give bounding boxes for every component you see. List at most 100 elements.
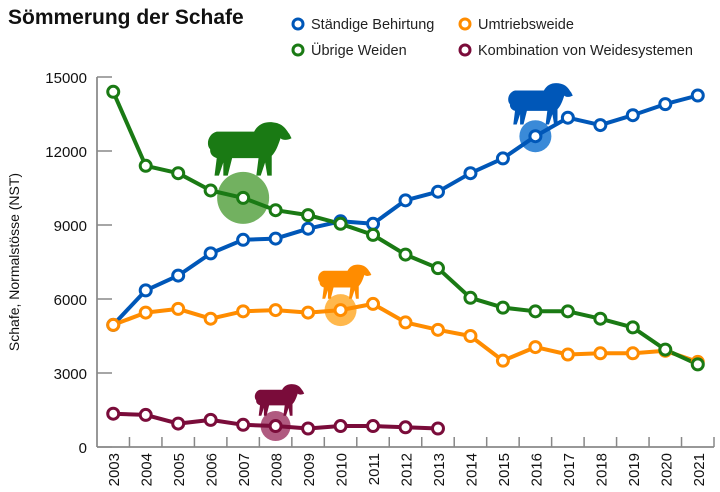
x-tick-label: 2004 [139,453,156,486]
series-line [111,93,699,327]
x-tick-label: 2005 [171,453,188,486]
data-point [625,346,640,361]
data-point [106,317,121,332]
x-tick-label: 2019 [626,453,643,486]
data-point [593,346,608,361]
legend-marker-icon [291,43,305,57]
x-tick-label: 2007 [236,453,253,486]
y-tick-label: 12000 [45,144,87,161]
legend-label: Ständige Behirtung [311,17,434,33]
legend-item: Umtriebsweide [458,17,574,33]
y-axis-label: Schafe, Normalstösse (NST) [6,173,22,351]
data-point [268,419,283,434]
chart-title: Sömmerung der Schafe [8,6,244,29]
x-tick-label: 2015 [496,453,513,486]
legend-marker-icon [458,17,472,31]
legend-label: Umtriebsweide [478,17,574,33]
sheep-icon [318,264,372,299]
data-point [625,320,640,335]
x-tick-label: 2009 [301,453,318,486]
data-point [398,247,413,262]
data-point [463,166,478,181]
data-point [430,184,445,199]
data-point [593,118,608,133]
data-point [236,304,251,319]
x-tick-label: 2018 [593,453,610,486]
data-point [366,227,381,242]
y-tick-label: 3000 [54,366,87,383]
x-tick-label: 2017 [561,453,578,486]
data-point [398,193,413,208]
data-point [236,190,251,205]
sheep-icon [207,122,292,176]
x-tick-label: 2014 [463,453,480,486]
data-point [560,110,575,125]
data-point [106,406,121,421]
data-point [560,304,575,319]
data-point [138,283,153,298]
data-point [495,151,510,166]
data-point [398,315,413,330]
data-point [138,158,153,173]
y-tick-label: 15000 [45,70,87,87]
legend-item: Ständige Behirtung [291,17,434,33]
data-point [268,203,283,218]
data-point [301,208,316,223]
x-tick-label: 2010 [334,453,351,486]
data-point [690,88,705,103]
data-point [366,216,381,231]
data-point [268,303,283,318]
data-point [463,290,478,305]
y-tick-label: 0 [79,440,87,457]
data-point [430,421,445,436]
data-point [203,183,218,198]
data-point [301,221,316,236]
data-point [138,407,153,422]
data-point [171,301,186,316]
x-tick-label: 2013 [431,453,448,486]
series-lines [106,84,705,436]
sheep-icon [254,384,305,416]
data-point [625,108,640,123]
data-point [366,296,381,311]
legend-marker-icon [458,43,472,57]
y-tick-label: 6000 [54,292,87,309]
data-point [203,412,218,427]
data-point [106,84,121,99]
highlights [207,83,573,442]
legend-label: Kombination von Weidesystemen [478,43,693,59]
x-tick-label: 2008 [269,453,286,486]
data-point [333,216,348,231]
x-tick-label: 2021 [691,453,708,486]
x-tick-label: 2020 [658,453,675,486]
axes: 0 3000 6000 9000 12000 15000 2003 2004 2005 2006 2… [45,70,715,486]
x-tick-label: 2016 [528,453,545,486]
data-point [236,232,251,247]
data-point [203,246,218,261]
legend-marker-icon [291,17,305,31]
series-line [112,301,699,364]
data-point [138,305,153,320]
x-tick-label: 2011 [366,453,383,485]
data-point [333,303,348,318]
data-point [463,329,478,343]
data-point [430,261,445,276]
data-point [658,342,673,357]
data-point [301,421,316,436]
data-point [301,305,316,320]
data-point [690,357,705,372]
legend-item: Kombination von Weidesystemen [458,43,693,59]
data-point [236,417,251,432]
data-point [171,268,186,283]
data-point [268,231,283,246]
data-point [430,322,445,337]
legend-label: Übrige Weiden [311,41,407,59]
data-point [495,300,510,315]
data-point [560,347,575,362]
y-tick-label: 9000 [54,218,87,235]
data-point [593,311,608,326]
legend-item: Übrige Weiden [291,41,407,59]
data-point [171,166,186,181]
data-point [528,304,543,319]
